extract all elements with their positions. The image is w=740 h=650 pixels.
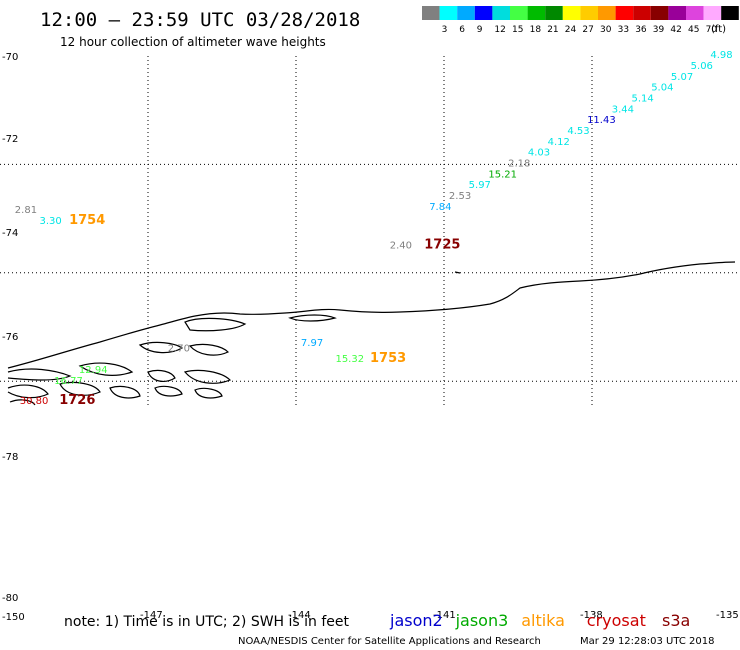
lat-label-70: -70: [2, 52, 18, 63]
legend-swatch: [474, 6, 493, 20]
legend-swatch: [615, 6, 634, 20]
lat-label-72: -72: [2, 134, 18, 145]
lat-label-78: -78: [2, 452, 18, 463]
legend-swatch: [650, 6, 669, 20]
legend-label: 18: [530, 25, 542, 35]
legend-swatch: [580, 6, 598, 20]
time-label: 1754: [69, 213, 105, 228]
legend-label: 24: [565, 25, 577, 35]
legend-swatch: [439, 6, 458, 20]
legend-unit: (ft): [711, 24, 726, 35]
lat-label-80: -80: [2, 593, 18, 604]
footer-note: note: 1) Time is in UTC; 2) SWH is in fe…: [64, 614, 350, 630]
map-title: 12:00 – 23:59 UTC 03/28/2018: [40, 9, 360, 31]
swh-value: 4.98: [710, 50, 732, 61]
satellite-s3a: s3a: [662, 611, 690, 630]
legend-label: 39: [653, 25, 665, 35]
time-label: 1726: [59, 393, 95, 408]
swh-value: 2.40: [390, 240, 412, 251]
swh-value: 4.03: [528, 148, 550, 159]
color-legend: 3 6 9 12 15 18 21 24 27 30 33 36 39 42 45 70: [422, 6, 739, 35]
legend-label: 30: [600, 25, 612, 35]
swh-value: 2.81: [15, 205, 37, 216]
legend-label: 15: [512, 25, 523, 35]
swh-value: 12.94: [79, 365, 108, 376]
swh-value: 5.97: [469, 180, 491, 191]
legend-label: 3: [442, 25, 448, 35]
time-label: 1725: [424, 237, 460, 252]
lat-label-74: -74: [2, 228, 18, 239]
footer-timestamp: Mar 29 12:28:03 UTC 2018: [580, 636, 715, 647]
satellite-legend: jason2 jason3 altika cryosat s3a: [389, 611, 690, 630]
lon-label-144: -144: [288, 610, 311, 621]
satellite-cryosat: cryosat: [587, 611, 646, 630]
graticule: [0, 56, 740, 408]
swh-value: 5.04: [651, 83, 673, 94]
legend-label: 42: [670, 25, 681, 35]
lon-label-150: -150: [2, 612, 25, 623]
satellite-jason3: jason3: [455, 611, 509, 630]
legend-label: 9: [477, 25, 483, 35]
lon-label-135: -135: [716, 610, 739, 621]
observations-layer: 4.985.065.075.045.143.4411.434.534.124.0…: [15, 50, 733, 408]
satellite-jason2: jason2: [389, 611, 443, 630]
legend-swatch: [721, 6, 739, 20]
legend-label: 21: [547, 25, 558, 35]
legend-label: 6: [459, 25, 465, 35]
lat-label-76: -76: [2, 332, 18, 343]
legend-swatch: [598, 6, 616, 20]
swh-value: 15.21: [488, 169, 517, 180]
lon-label-141: -141: [433, 610, 456, 621]
swh-value: 4.12: [548, 137, 570, 148]
swh-value: 7.97: [301, 338, 323, 349]
legend-label: 70: [706, 25, 718, 35]
swh-value: 5.14: [631, 94, 653, 105]
swh-value: 5.06: [691, 61, 713, 72]
swh-value: 16.77: [54, 376, 83, 387]
swh-value: 2.18: [508, 159, 530, 170]
legend-swatch: [545, 6, 563, 20]
swh-value: 3.44: [612, 104, 634, 115]
time-label: 1753: [370, 351, 406, 366]
map-subtitle: 12 hour collection of altimeter wave hei…: [60, 35, 326, 49]
legend-label: 27: [582, 25, 593, 35]
legend-swatch: [510, 6, 528, 20]
swh-value: 2.53: [449, 191, 471, 202]
footer-credit: NOAA/NESDIS Center for Satellite Applica…: [238, 636, 541, 647]
legend-label: 36: [635, 25, 647, 35]
satellite-altika: altika: [521, 611, 565, 630]
legend-swatch: [703, 6, 722, 20]
swh-value: 5.07: [671, 72, 693, 83]
swh-value: 7.84: [429, 202, 451, 213]
legend-label: 45: [688, 25, 699, 35]
legend-swatch: [492, 6, 510, 20]
swh-value: 3.30: [39, 216, 61, 227]
coastline: [7, 261, 736, 406]
lon-label-138: -138: [580, 610, 603, 621]
legend-swatch: [527, 6, 546, 20]
legend-swatch: [457, 6, 475, 20]
lon-label-147: -147: [140, 610, 163, 621]
legend-label: 33: [618, 25, 629, 35]
legend-swatch: [422, 6, 440, 20]
legend-label: 12: [494, 25, 505, 35]
swh-value: 11.43: [587, 115, 616, 126]
legend-swatch: [562, 6, 581, 20]
legend-swatch: [686, 6, 704, 20]
swh-value: 15.32: [335, 354, 364, 365]
swh-value: 30.80: [20, 396, 49, 407]
swh-value: 4.53: [567, 126, 589, 137]
legend-swatch: [633, 6, 651, 20]
legend-swatch: [668, 6, 686, 20]
swh-value: 2.70: [168, 343, 190, 354]
